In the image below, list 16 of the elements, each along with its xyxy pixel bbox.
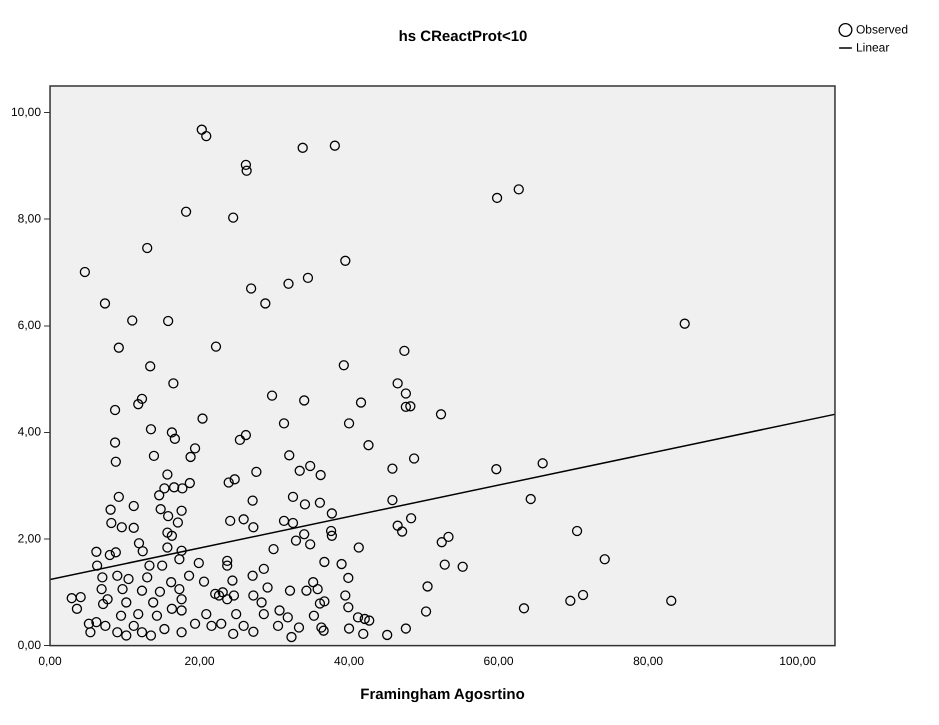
- y-tick-label: 10,00: [11, 104, 42, 119]
- y-tick-label: 0,00: [18, 638, 42, 652]
- y-tick-label: 6,00: [18, 318, 42, 332]
- x-tick-label: 60,00: [484, 654, 514, 668]
- x-tick-label: 40,00: [334, 654, 364, 668]
- y-tick-label: 8,00: [18, 212, 42, 226]
- legend-label: Observed: [856, 22, 908, 36]
- x-tick-label: 20,00: [184, 654, 215, 668]
- x-tick-label: 0,00: [38, 654, 62, 668]
- legend-label: Linear: [856, 40, 890, 54]
- y-tick-label: 2,00: [18, 531, 42, 546]
- chart-title: hs CReactProt<10: [398, 28, 528, 46]
- y-tick-label: 4,00: [18, 424, 42, 439]
- x-tick-label: 80,00: [633, 654, 664, 668]
- x-axis-title: Framingham Agosrtino: [360, 686, 525, 704]
- x-tick-label: 100,00: [779, 654, 816, 668]
